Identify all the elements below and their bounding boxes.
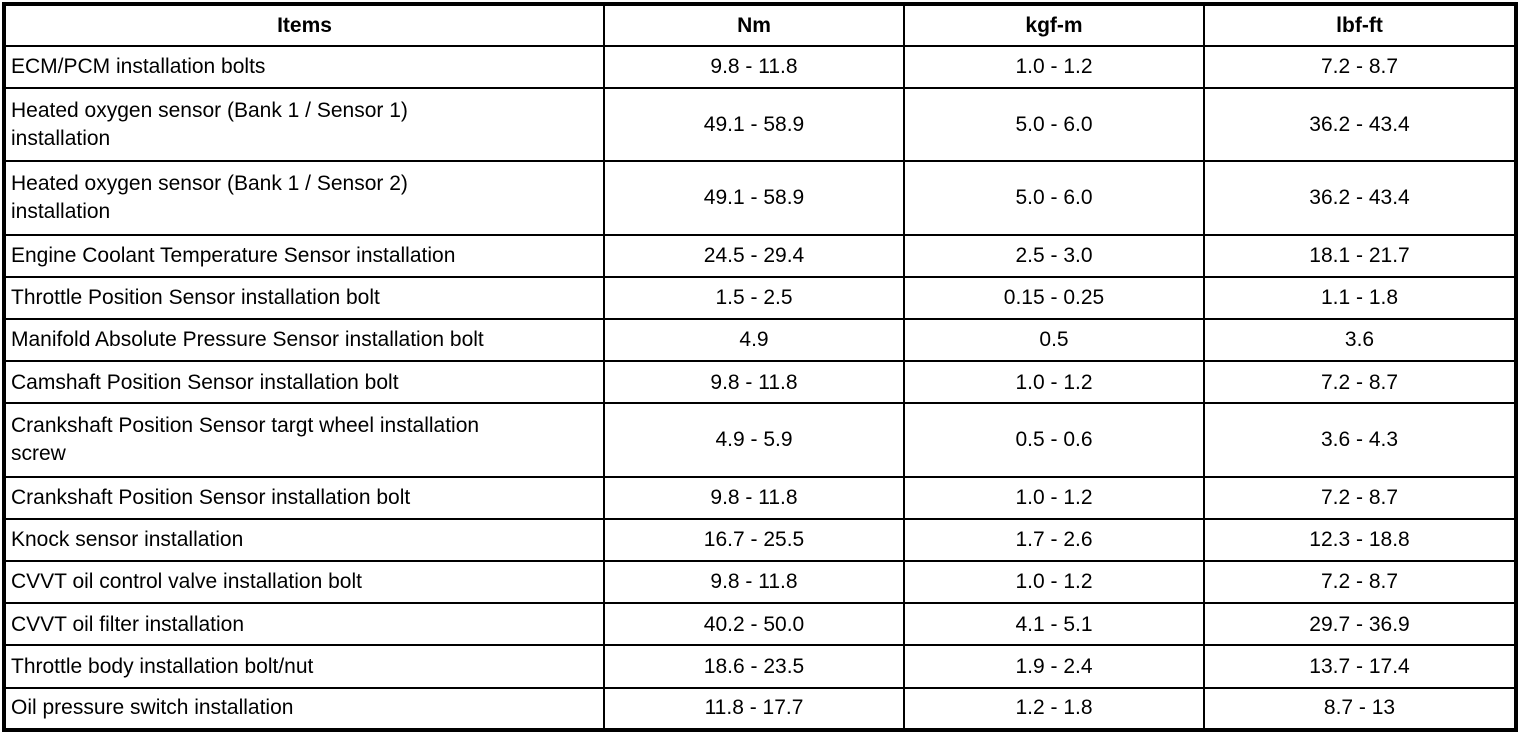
table-row: Knock sensor installation 16.7 - 25.5 1.…	[3, 517, 1517, 563]
lbfft-cell: 29.7 - 36.9	[1203, 602, 1517, 647]
kgfm-cell: 5.0 - 6.0	[903, 160, 1205, 236]
nm-cell: 49.1 - 58.9	[603, 160, 905, 236]
lbfft-cell: 1.1 - 1.8	[1203, 275, 1517, 321]
header-nm: Nm	[603, 3, 905, 47]
kgfm-cell: 1.2 - 1.8	[903, 686, 1205, 732]
kgfm-cell: 0.5	[903, 318, 1205, 363]
nm-cell: 49.1 - 58.9	[603, 87, 905, 163]
kgfm-cell: 4.1 - 5.1	[903, 602, 1205, 647]
kgfm-cell: 2.5 - 3.0	[903, 233, 1205, 278]
table-row: Crankshaft Position Sensor targt wheel i…	[3, 402, 1517, 478]
table-header-row: Items Nm kgf-m lbf-ft	[3, 3, 1517, 47]
item-cell: Crankshaft Position Sensor targt wheel i…	[3, 402, 605, 478]
table-row: Engine Coolant Temperature Sensor instal…	[3, 233, 1517, 278]
lbfft-cell: 7.2 - 8.7	[1203, 44, 1517, 90]
kgfm-cell: 0.5 - 0.6	[903, 402, 1205, 478]
nm-cell: 9.8 - 11.8	[603, 475, 905, 520]
header-kgf-m: kgf-m	[903, 3, 1205, 47]
nm-cell: 40.2 - 50.0	[603, 602, 905, 647]
nm-cell: 4.9	[603, 318, 905, 363]
nm-cell: 9.8 - 11.8	[603, 44, 905, 90]
table-row: Heated oxygen sensor (Bank 1 / Sensor 1)…	[3, 87, 1517, 163]
item-cell: Crankshaft Position Sensor installation …	[3, 475, 605, 520]
item-cell: Throttle Position Sensor installation bo…	[3, 275, 605, 321]
item-cell: Oil pressure switch installation	[3, 686, 605, 732]
kgfm-cell: 1.0 - 1.2	[903, 44, 1205, 90]
item-cell: ECM/PCM installation bolts	[3, 44, 605, 90]
kgfm-cell: 1.0 - 1.2	[903, 475, 1205, 520]
table-row: Heated oxygen sensor (Bank 1 / Sensor 2)…	[3, 160, 1517, 236]
nm-cell: 4.9 - 5.9	[603, 402, 905, 478]
item-cell: CVVT oil filter installation	[3, 602, 605, 647]
table-row: Throttle Position Sensor installation bo…	[3, 275, 1517, 321]
table-row: CVVT oil control valve installation bolt…	[3, 560, 1517, 605]
lbfft-cell: 3.6	[1203, 318, 1517, 363]
table-row: Camshaft Position Sensor installation bo…	[3, 360, 1517, 405]
table-row: Oil pressure switch installation 11.8 - …	[3, 686, 1517, 732]
kgfm-cell: 5.0 - 6.0	[903, 87, 1205, 163]
item-cell: Throttle body installation bolt/nut	[3, 644, 605, 689]
table-row: Manifold Absolute Pressure Sensor instal…	[3, 318, 1517, 363]
item-cell: CVVT oil control valve installation bolt	[3, 560, 605, 605]
lbfft-cell: 7.2 - 8.7	[1203, 560, 1517, 605]
header-items: Items	[3, 3, 605, 47]
item-cell: Engine Coolant Temperature Sensor instal…	[3, 233, 605, 278]
lbfft-cell: 12.3 - 18.8	[1203, 517, 1517, 563]
table-row: CVVT oil filter installation 40.2 - 50.0…	[3, 602, 1517, 647]
kgfm-cell: 0.15 - 0.25	[903, 275, 1205, 321]
item-cell: Camshaft Position Sensor installation bo…	[3, 360, 605, 405]
table-row: ECM/PCM installation bolts 9.8 - 11.8 1.…	[3, 44, 1517, 90]
lbfft-cell: 3.6 - 4.3	[1203, 402, 1517, 478]
item-cell: Heated oxygen sensor (Bank 1 / Sensor 1)…	[3, 87, 605, 163]
table-row: Throttle body installation bolt/nut 18.6…	[3, 644, 1517, 689]
table-row: Crankshaft Position Sensor installation …	[3, 475, 1517, 520]
nm-cell: 9.8 - 11.8	[603, 560, 905, 605]
nm-cell: 16.7 - 25.5	[603, 517, 905, 563]
kgfm-cell: 1.9 - 2.4	[903, 644, 1205, 689]
item-cell: Knock sensor installation	[3, 517, 605, 563]
lbfft-cell: 13.7 - 17.4	[1203, 644, 1517, 689]
item-cell: Heated oxygen sensor (Bank 1 / Sensor 2)…	[3, 160, 605, 236]
lbfft-cell: 36.2 - 43.4	[1203, 160, 1517, 236]
item-cell: Manifold Absolute Pressure Sensor instal…	[3, 318, 605, 363]
nm-cell: 24.5 - 29.4	[603, 233, 905, 278]
kgfm-cell: 1.0 - 1.2	[903, 560, 1205, 605]
nm-cell: 1.5 - 2.5	[603, 275, 905, 321]
lbfft-cell: 18.1 - 21.7	[1203, 233, 1517, 278]
nm-cell: 18.6 - 23.5	[603, 644, 905, 689]
nm-cell: 9.8 - 11.8	[603, 360, 905, 405]
kgfm-cell: 1.7 - 2.6	[903, 517, 1205, 563]
lbfft-cell: 7.2 - 8.7	[1203, 360, 1517, 405]
lbfft-cell: 7.2 - 8.7	[1203, 475, 1517, 520]
lbfft-cell: 8.7 - 13	[1203, 686, 1517, 732]
kgfm-cell: 1.0 - 1.2	[903, 360, 1205, 405]
header-lbf-ft: lbf-ft	[1203, 3, 1517, 47]
nm-cell: 11.8 - 17.7	[603, 686, 905, 732]
lbfft-cell: 36.2 - 43.4	[1203, 87, 1517, 163]
